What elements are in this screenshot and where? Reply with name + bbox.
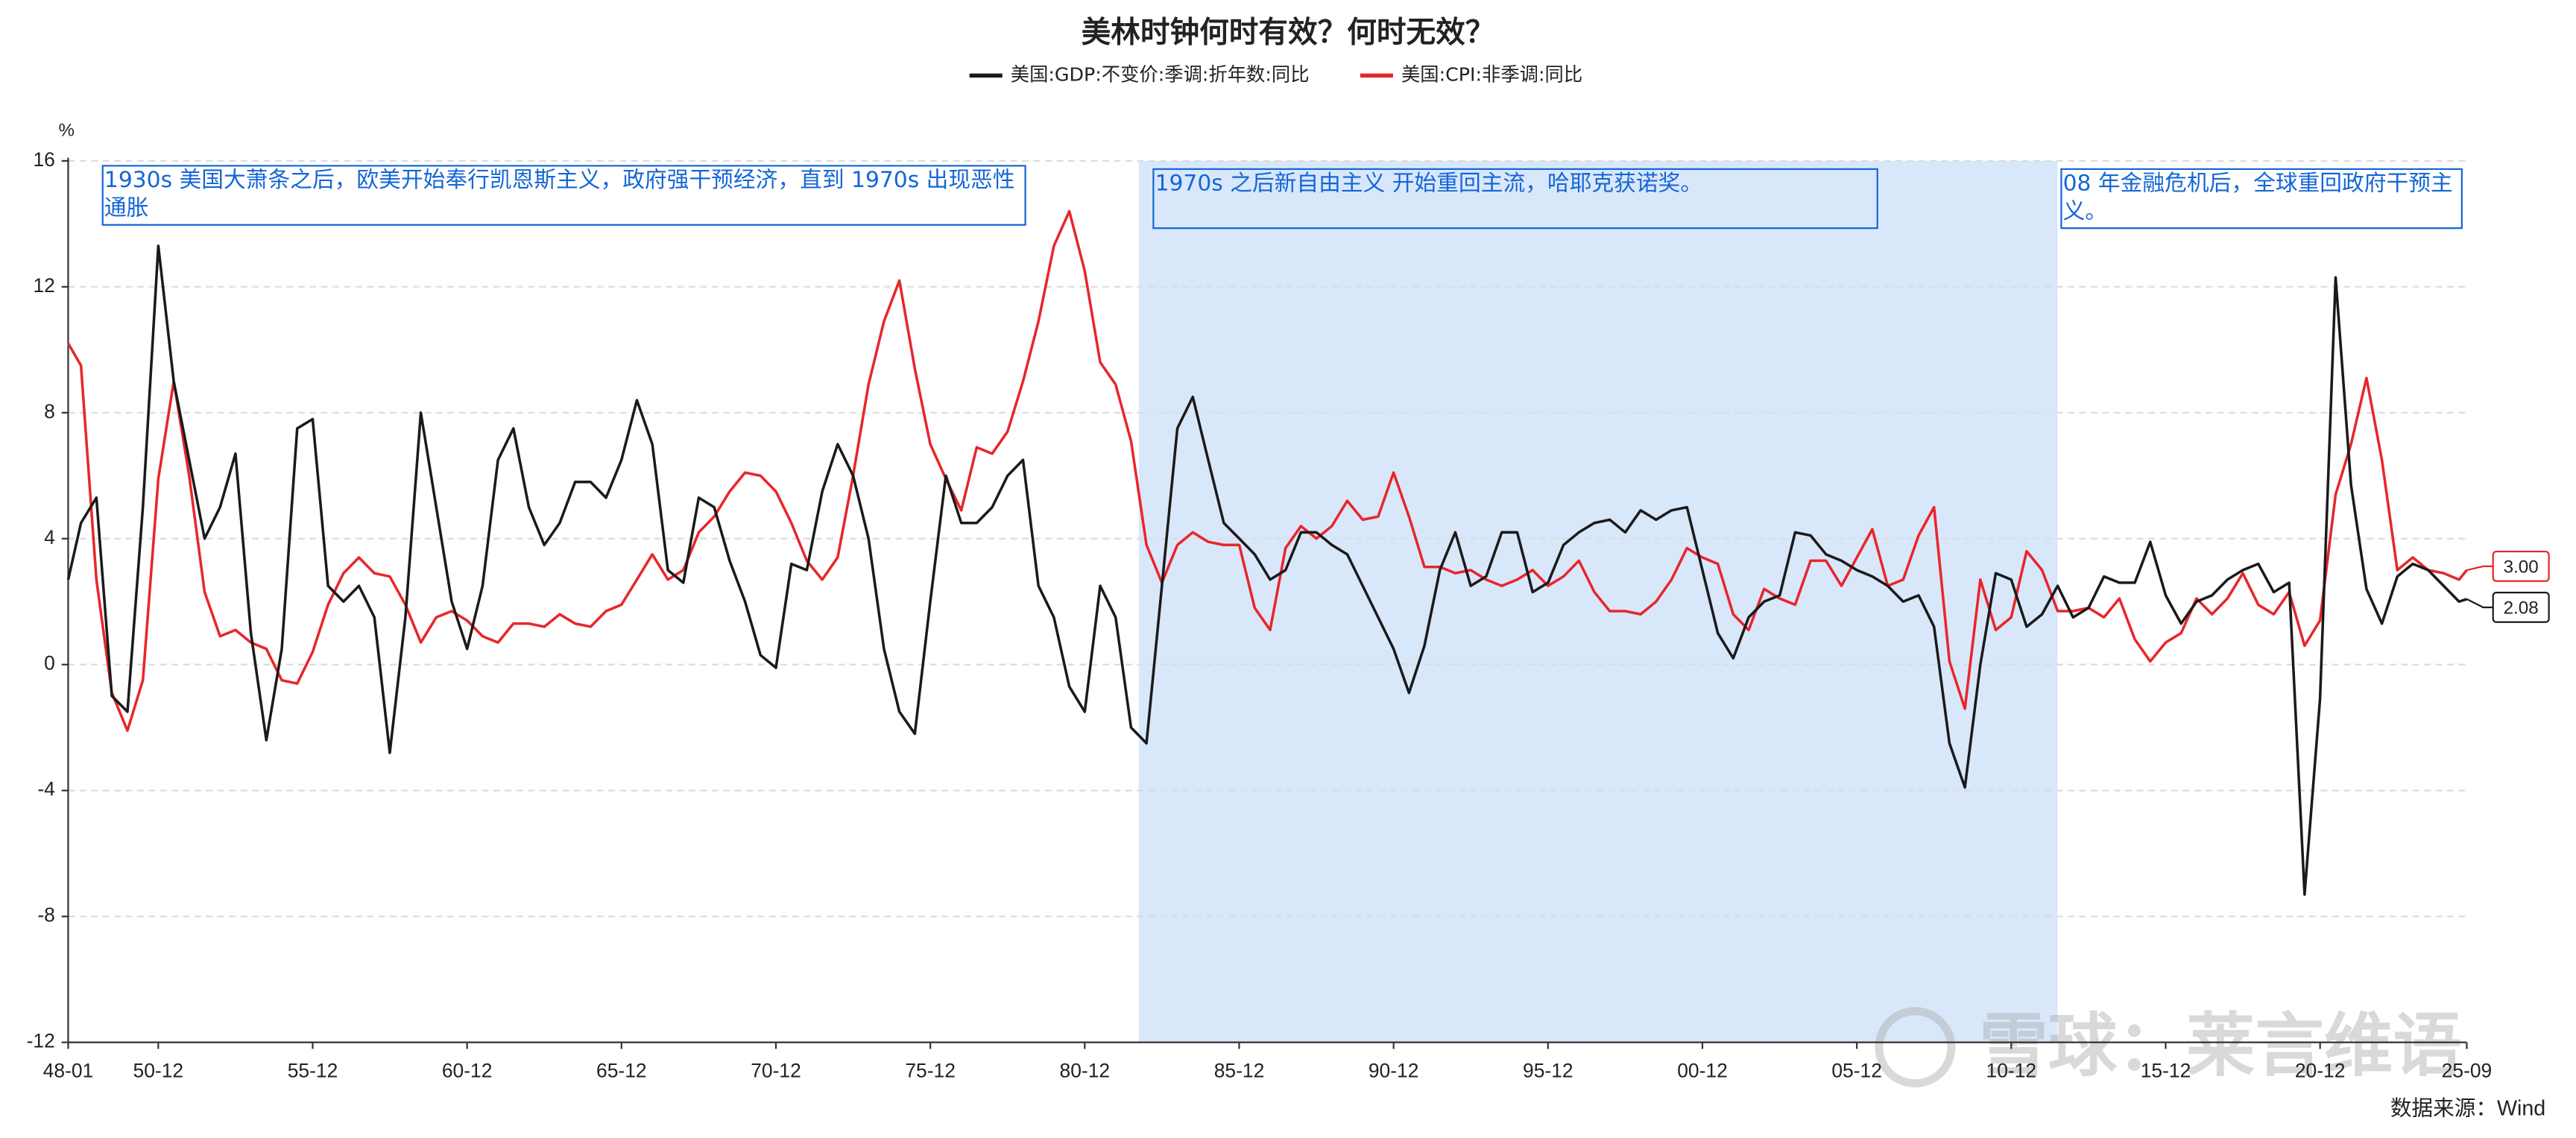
x-tick-label: 15-12 bbox=[2141, 1059, 2191, 1081]
x-tick-label: 25-09 bbox=[2442, 1059, 2493, 1081]
y-tick-label: 12 bbox=[33, 274, 54, 297]
end-label: 3.00 bbox=[2504, 557, 2539, 577]
end-label-connector bbox=[2466, 598, 2493, 609]
end-label: 2.08 bbox=[2504, 598, 2539, 619]
y-tick-label: -8 bbox=[37, 904, 54, 926]
annotation-box bbox=[2060, 168, 2463, 230]
watermark-logo bbox=[1875, 1007, 1956, 1088]
end-label-box bbox=[2492, 550, 2550, 582]
x-tick-label: 55-12 bbox=[288, 1059, 338, 1081]
legend-label: 美国:CPI:非季调:同比 bbox=[1401, 63, 1582, 85]
y-tick-label: 16 bbox=[33, 148, 54, 171]
end-label-box bbox=[2492, 592, 2550, 623]
annotation-text: 1930s 美国大萧条之后，欧美开始奉行凯恩斯主义，政府强干预经济，直到 197… bbox=[104, 167, 1015, 222]
y-tick-label: 0 bbox=[44, 652, 55, 674]
x-tick-label: 20-12 bbox=[2295, 1059, 2346, 1081]
x-tick-label: 10-12 bbox=[1986, 1059, 2037, 1081]
y-tick-label: 8 bbox=[44, 400, 55, 423]
legend-label: 美国:GDP:不变价:季调:折年数:同比 bbox=[1011, 63, 1310, 85]
annotation-box bbox=[1152, 168, 1878, 230]
x-tick-label: 05-12 bbox=[1831, 1059, 1882, 1081]
watermark: 雪球：莱言维语 bbox=[1979, 1005, 2462, 1086]
series-line bbox=[66, 244, 2468, 896]
chart-title: 美林时钟何时有效？何时无效？ bbox=[1082, 16, 1495, 49]
annotation-text: 08 年金融危机后，全球重回政府干预主义。 bbox=[2062, 171, 2453, 225]
annotation: 08 年金融危机后，全球重回政府干预主义。 bbox=[2062, 171, 2453, 225]
y-tick-label: -12 bbox=[27, 1030, 55, 1052]
x-tick-label: 70-12 bbox=[751, 1059, 801, 1081]
y-axis-label: % bbox=[58, 121, 75, 141]
x-tick-label: 80-12 bbox=[1060, 1059, 1111, 1081]
x-tick-label: 00-12 bbox=[1677, 1059, 1728, 1081]
x-tick-label: 90-12 bbox=[1368, 1059, 1419, 1081]
x-tick-label: 75-12 bbox=[905, 1059, 956, 1081]
x-tick-label: 48-01 bbox=[43, 1059, 94, 1081]
annotation-box bbox=[101, 165, 1026, 226]
x-tick-label: 95-12 bbox=[1523, 1059, 1573, 1081]
x-tick-label: 60-12 bbox=[442, 1059, 493, 1081]
x-tick-label: 50-12 bbox=[133, 1059, 184, 1081]
end-label-connector bbox=[2466, 565, 2493, 572]
annotation-text: 1970s 之后新自由主义 开始重回主流，哈耶克获诺奖。 bbox=[1155, 171, 1703, 197]
y-tick-label: 4 bbox=[44, 526, 55, 549]
series-line bbox=[66, 209, 2468, 733]
source-note: 数据来源：Wind bbox=[2390, 1097, 2545, 1121]
x-tick-label: 65-12 bbox=[596, 1059, 647, 1081]
annotation: 1930s 美国大萧条之后，欧美开始奉行凯恩斯主义，政府强干预经济，直到 197… bbox=[104, 167, 1015, 222]
y-tick-label: -4 bbox=[37, 778, 54, 800]
x-tick-label: 85-12 bbox=[1214, 1059, 1265, 1081]
annotation: 1970s 之后新自由主义 开始重回主流，哈耶克获诺奖。 bbox=[1155, 171, 1703, 197]
